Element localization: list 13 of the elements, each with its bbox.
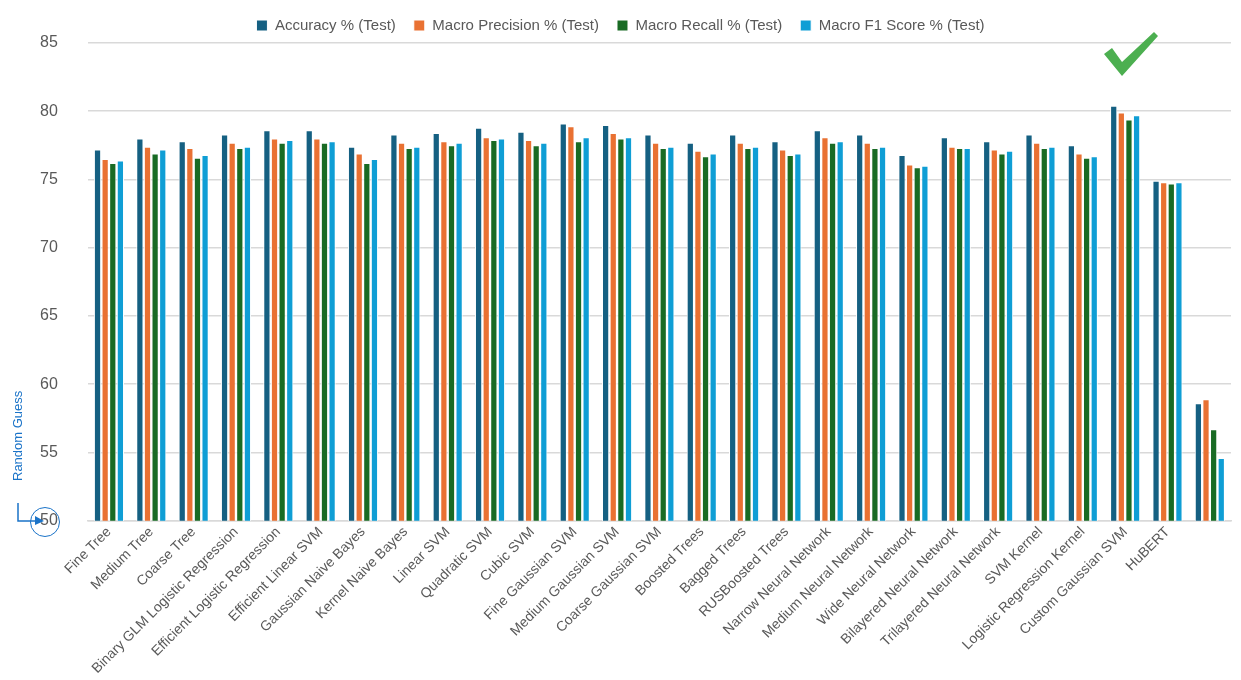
y-tick-label: 75 xyxy=(40,169,58,187)
legend-label: Macro Precision % (Test) xyxy=(432,15,600,33)
y-tick-label: 80 xyxy=(40,101,58,119)
y-tick-label: 50 xyxy=(40,511,58,529)
text: Random Guess xyxy=(10,390,25,481)
y-tick-label: 85 xyxy=(40,33,58,51)
y-tick-label: 55 xyxy=(40,442,58,460)
y-tick-label: 70 xyxy=(40,238,58,256)
y-tick-label: 65 xyxy=(40,306,58,324)
legend-label: Macro Recall % (Test) xyxy=(635,15,783,33)
legend-label: Accuracy % (Test) xyxy=(274,15,396,33)
y-tick-label: 60 xyxy=(40,374,58,392)
legend-label: Macro F1 Score % (Test) xyxy=(818,15,985,33)
